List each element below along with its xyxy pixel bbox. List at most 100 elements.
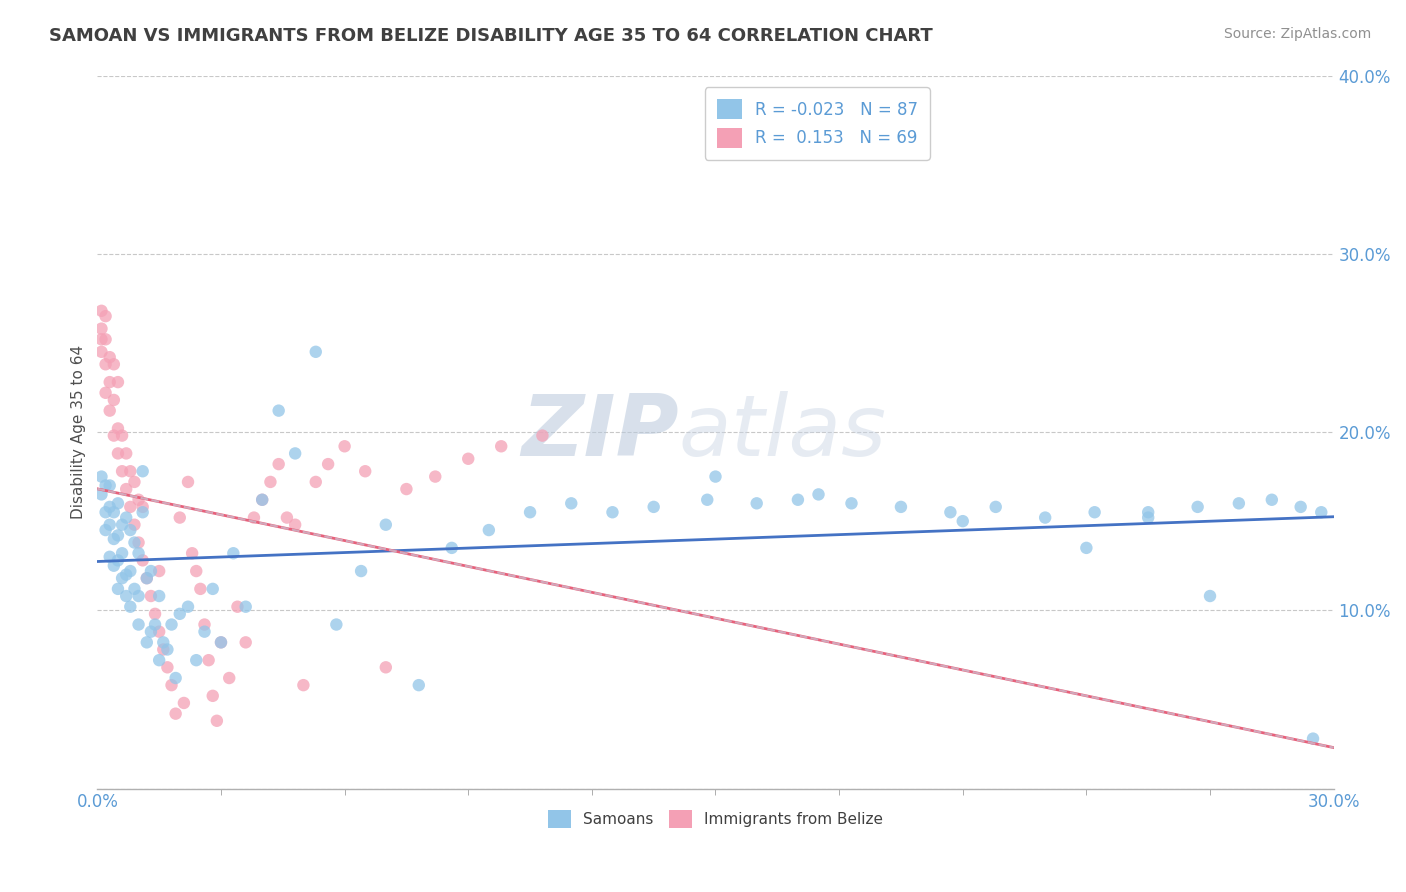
Point — [115, 482, 138, 496]
Point — [103, 532, 125, 546]
Point — [128, 535, 150, 549]
Point — [156, 660, 179, 674]
Point — [90, 303, 112, 318]
Point — [807, 487, 830, 501]
Point — [354, 464, 377, 478]
Point — [696, 492, 718, 507]
Point — [1137, 505, 1160, 519]
Point — [107, 375, 129, 389]
Point — [128, 546, 150, 560]
Point — [124, 517, 146, 532]
Point — [107, 582, 129, 596]
Point — [156, 642, 179, 657]
Point — [193, 617, 215, 632]
Point — [519, 505, 541, 519]
Point — [120, 564, 142, 578]
Point — [128, 617, 150, 632]
Point — [205, 714, 228, 728]
Point — [235, 599, 257, 614]
Point — [94, 523, 117, 537]
Point — [90, 332, 112, 346]
Point — [98, 517, 121, 532]
Point — [173, 696, 195, 710]
Point — [103, 392, 125, 407]
Point — [131, 500, 153, 514]
Point — [259, 475, 281, 489]
Point — [276, 510, 298, 524]
Point — [111, 464, 134, 478]
Point — [94, 332, 117, 346]
Point — [181, 546, 204, 560]
Point — [333, 439, 356, 453]
Point — [139, 589, 162, 603]
Point — [103, 558, 125, 573]
Point — [186, 653, 208, 667]
Point — [374, 660, 396, 674]
Point — [197, 653, 219, 667]
Point — [1084, 505, 1107, 519]
Point — [90, 469, 112, 483]
Text: atlas: atlas — [679, 391, 886, 474]
Point — [120, 599, 142, 614]
Point — [478, 523, 501, 537]
Point — [135, 571, 157, 585]
Point — [704, 469, 727, 483]
Point — [94, 505, 117, 519]
Point — [148, 653, 170, 667]
Point — [90, 344, 112, 359]
Point — [284, 446, 307, 460]
Point — [131, 464, 153, 478]
Point — [890, 500, 912, 514]
Point — [111, 546, 134, 560]
Point — [107, 496, 129, 510]
Point — [139, 624, 162, 639]
Point — [111, 428, 134, 442]
Point — [235, 635, 257, 649]
Point — [350, 564, 373, 578]
Point — [98, 350, 121, 364]
Point — [139, 564, 162, 578]
Point — [143, 607, 166, 621]
Point — [560, 496, 582, 510]
Point — [107, 446, 129, 460]
Point — [98, 500, 121, 514]
Point — [1187, 500, 1209, 514]
Point — [103, 505, 125, 519]
Point — [98, 375, 121, 389]
Point — [94, 357, 117, 371]
Point — [1310, 505, 1333, 519]
Point — [107, 421, 129, 435]
Point — [135, 571, 157, 585]
Point — [209, 635, 232, 649]
Point — [1289, 500, 1312, 514]
Point — [1137, 510, 1160, 524]
Point — [169, 510, 191, 524]
Point — [267, 457, 290, 471]
Point — [425, 469, 447, 483]
Y-axis label: Disability Age 35 to 64: Disability Age 35 to 64 — [72, 345, 86, 519]
Point — [250, 492, 273, 507]
Point — [984, 500, 1007, 514]
Point — [124, 475, 146, 489]
Point — [602, 505, 624, 519]
Point — [115, 567, 138, 582]
Point — [222, 546, 245, 560]
Point — [165, 706, 187, 721]
Point — [292, 678, 315, 692]
Point — [103, 428, 125, 442]
Point — [643, 500, 665, 514]
Point — [152, 642, 174, 657]
Point — [226, 599, 249, 614]
Point — [325, 617, 347, 632]
Point — [186, 564, 208, 578]
Point — [1033, 510, 1056, 524]
Point — [1227, 496, 1250, 510]
Point — [489, 439, 512, 453]
Point — [787, 492, 810, 507]
Point — [115, 446, 138, 460]
Point — [94, 309, 117, 323]
Point — [98, 549, 121, 564]
Point — [316, 457, 339, 471]
Point — [177, 599, 200, 614]
Point — [267, 403, 290, 417]
